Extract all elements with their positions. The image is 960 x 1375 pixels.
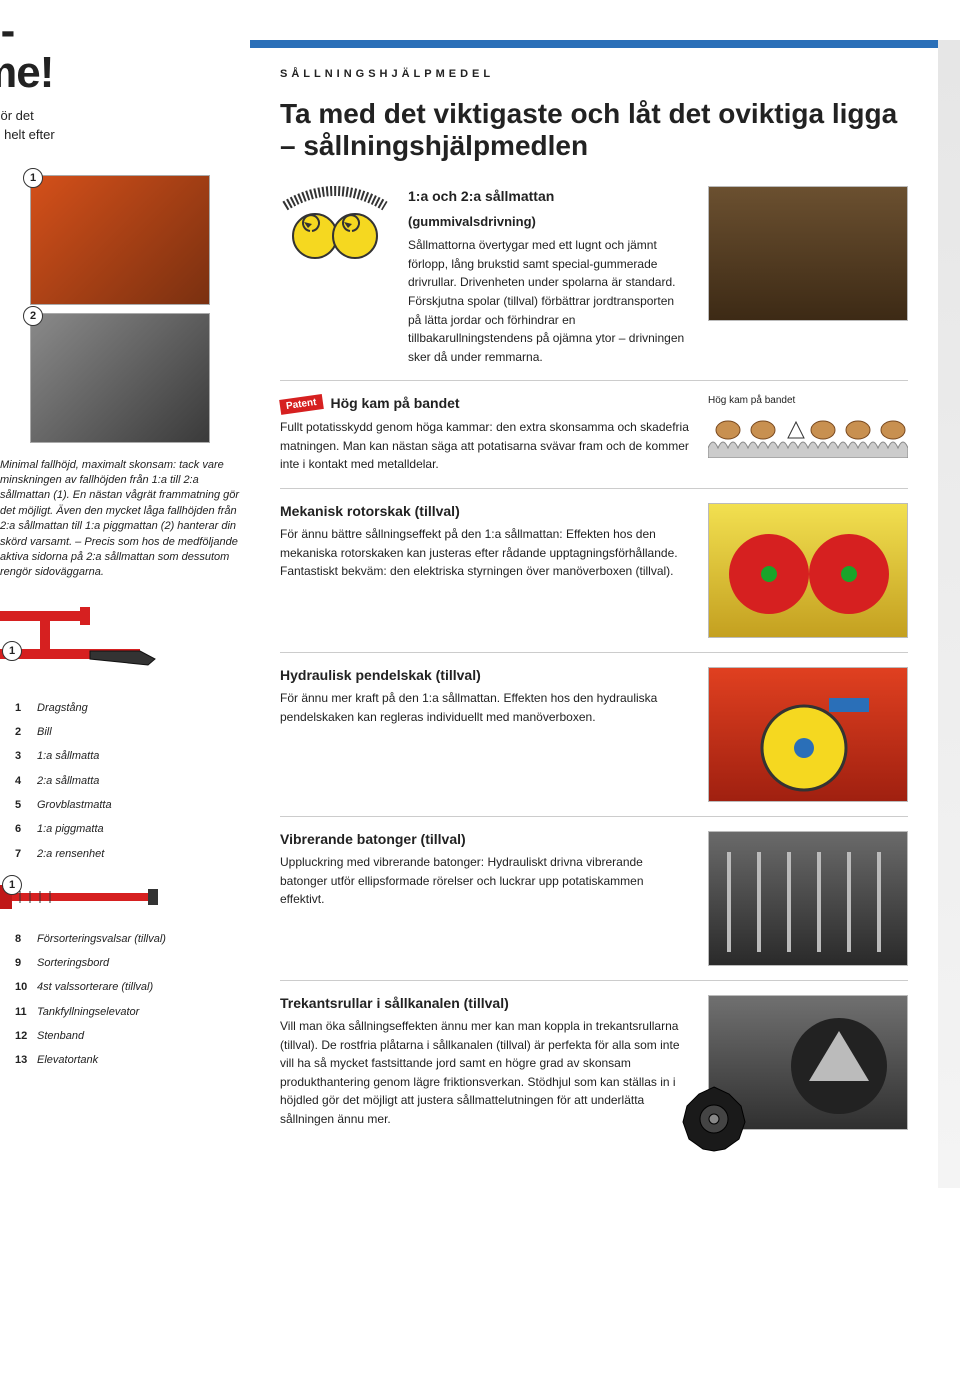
legend-text: 1:a sållmatta <box>37 749 99 763</box>
page-root: lös- mme! anter gör det agaren helt efte… <box>0 0 960 1188</box>
section4-image <box>708 667 908 802</box>
section1-text: 1:a och 2:a sållmattan (gummivalsdrivnin… <box>408 186 690 366</box>
photo-pair: 1 2 <box>30 175 240 443</box>
adjustment-knob <box>679 1084 749 1154</box>
section1-image <box>708 186 908 321</box>
legend-item: 42:a sållmatta <box>15 774 240 788</box>
right-grey-strip <box>938 40 960 1188</box>
section2-body: Fullt potatisskydd genom höga kammar: de… <box>280 418 690 474</box>
section1-title: 1:a och 2:a sållmattan <box>408 186 690 208</box>
roller-illustration <box>280 186 390 366</box>
section1-body: Sållmattorna övertygar med ett lugnt och… <box>408 236 690 366</box>
badge-1: 1 <box>23 168 43 188</box>
legend-item: 11Tankfyllningselevator <box>15 1005 240 1019</box>
legend-item: 5Grovblastmatta <box>15 798 240 812</box>
section-sallmattan: 1:a och 2:a sållmattan (gummivalsdrivnin… <box>280 186 908 381</box>
section6-title: Trekantsrullar i sållkanalen (tillval) <box>280 995 690 1011</box>
legend-number: 7 <box>15 847 37 861</box>
bill-svg <box>0 879 160 914</box>
main-headline: Ta med det viktigaste och låt det ovikti… <box>280 98 908 162</box>
section2-text: Patent Hög kam på bandet Fullt potatissk… <box>280 395 690 474</box>
legend-item: 61:a piggmatta <box>15 822 240 836</box>
partial-intro: anter gör det agaren helt efter <box>0 106 240 145</box>
potato-caption: Hög kam på bandet <box>708 395 908 406</box>
legend-item: 31:a sållmatta <box>15 749 240 763</box>
section-trekantsrullar: Trekantsrullar i sållkanalen (tillval) V… <box>280 995 908 1144</box>
left-column: lös- mme! anter gör det agaren helt efte… <box>0 0 250 1188</box>
legend-text: 2:a rensenhet <box>37 847 104 861</box>
legend-text: 4st valssorterare (tillval) <box>37 980 153 994</box>
legend-number: 3 <box>15 749 37 763</box>
legend-number: 2 <box>15 725 37 739</box>
section5-title: Vibrerande batonger (tillval) <box>280 831 690 847</box>
section-pendelskak: Hydraulisk pendelskak (tillval) För ännu… <box>280 667 908 817</box>
section4-title: Hydraulisk pendelskak (tillval) <box>280 667 690 683</box>
section-batonger: Vibrerande batonger (tillval) Uppluckrin… <box>280 831 908 981</box>
legend-number: 5 <box>15 798 37 812</box>
legend-number: 4 <box>15 774 37 788</box>
legend-number: 9 <box>15 956 37 970</box>
legend-number: 11 <box>15 1005 37 1019</box>
section-rotorskak: Mekanisk rotorskak (tillval) För ännu bä… <box>280 503 908 653</box>
photo-1: 1 <box>30 175 210 305</box>
diagram-dragstang: 1 <box>0 601 160 681</box>
section3-image <box>708 503 908 638</box>
legend-number: 12 <box>15 1029 37 1043</box>
photo-caption: Minimal fallhöjd, maximalt skonsam: tack… <box>0 458 240 581</box>
legend-text: Tankfyllningselevator <box>37 1005 139 1019</box>
diagram-bill: 1 <box>0 879 160 914</box>
legend-item: 1Dragstång <box>15 701 240 715</box>
section1-subtitle: (gummivalsdrivning) <box>408 212 690 232</box>
legend-list-2: 8Försorteringsvalsar (tillval)9Sortering… <box>15 932 240 1068</box>
right-content: SÅLLNINGSHJÄLPMEDEL Ta med det viktigast… <box>250 68 938 1188</box>
legend-text: Elevatortank <box>37 1053 98 1067</box>
badge-2: 2 <box>23 306 43 326</box>
section6-body: Vill man öka sållningseffekten ännu mer … <box>280 1017 690 1129</box>
legend-text: Stenband <box>37 1029 84 1043</box>
legend-text: 1:a piggmatta <box>37 822 104 836</box>
section6-image <box>708 995 908 1130</box>
partial-title: lös- mme! <box>0 10 240 94</box>
section2-title: Hög kam på bandet <box>330 395 459 411</box>
legend-number: 1 <box>15 701 37 715</box>
legend-number: 8 <box>15 932 37 946</box>
legend-item: 72:a rensenhet <box>15 847 240 861</box>
section-kicker: SÅLLNINGSHJÄLPMEDEL <box>280 68 908 80</box>
legend-text: Grovblastmatta <box>37 798 112 812</box>
legend-item: 8Försorteringsvalsar (tillval) <box>15 932 240 946</box>
legend-number: 10 <box>15 980 37 994</box>
legend-text: Bill <box>37 725 52 739</box>
legend-number: 6 <box>15 822 37 836</box>
legend-text: Sorteringsbord <box>37 956 109 970</box>
legend-item: 9Sorteringsbord <box>15 956 240 970</box>
section4-body: För ännu mer kraft på den 1:a sållmattan… <box>280 689 690 726</box>
legend-list-1: 1Dragstång2Bill31:a sållmatta42:a sållma… <box>15 701 240 861</box>
legend-item: 12Stenband <box>15 1029 240 1043</box>
section3-body: För ännu bättre sållningseffekt på den 1… <box>280 525 690 581</box>
photo-2: 2 <box>30 313 210 443</box>
dragstang-svg <box>0 601 160 681</box>
legend-text: Dragstång <box>37 701 88 715</box>
legend-text: 2:a sållmatta <box>37 774 99 788</box>
diagram1-badge: 1 <box>2 641 22 661</box>
blue-divider <box>250 40 938 48</box>
legend-item: 13Elevatortank <box>15 1053 240 1067</box>
legend-number: 13 <box>15 1053 37 1067</box>
legend-item: 104st valssorterare (tillval) <box>15 980 240 994</box>
section5-image <box>708 831 908 966</box>
legend-text: Försorteringsvalsar (tillval) <box>37 932 166 946</box>
patent-badge: Patent <box>279 394 323 415</box>
potato-diagram-box: Hög kam på bandet <box>708 395 908 474</box>
diagram2-badge: 1 <box>2 875 22 895</box>
right-column: SÅLLNINGSHJÄLPMEDEL Ta med det viktigast… <box>250 0 938 1188</box>
legend-item: 2Bill <box>15 725 240 739</box>
potato-row-svg <box>708 408 908 458</box>
section-hogkam: Patent Hög kam på bandet Fullt potatissk… <box>280 395 908 489</box>
section3-title: Mekanisk rotorskak (tillval) <box>280 503 690 519</box>
section5-body: Uppluckring med vibrerande batonger: Hyd… <box>280 853 690 909</box>
